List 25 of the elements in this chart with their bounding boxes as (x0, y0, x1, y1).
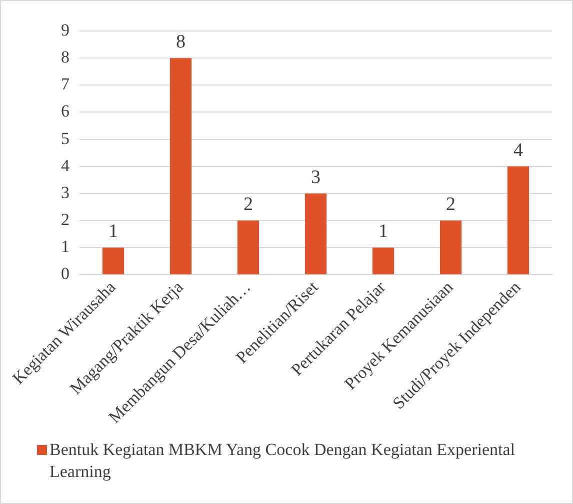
legend-label: Bentuk Kegiatan MBKM Yang Cocok Dengan Kegiatan Experiental Learning (50, 439, 516, 483)
data-label: 2 (244, 194, 253, 216)
data-label: 3 (311, 166, 320, 188)
y-tick-label: 1 (61, 237, 70, 256)
data-label: 8 (176, 32, 186, 53)
bar (237, 220, 260, 274)
y-tick-label: 9 (61, 20, 70, 40)
y-tick-label: 7 (61, 74, 70, 94)
y-tick-label: 8 (61, 48, 70, 67)
bar (372, 248, 394, 274)
y-tick-label: 6 (61, 102, 70, 121)
data-label: 4 (514, 140, 524, 161)
y-tick-label: 4 (61, 156, 70, 175)
data-label: 1 (378, 221, 388, 242)
data-label: 2 (446, 194, 456, 216)
bar (507, 166, 530, 274)
bar (170, 58, 192, 274)
y-tick-label: 0 (61, 264, 70, 284)
bar (440, 220, 462, 274)
bar (102, 248, 124, 274)
data-label: 1 (108, 221, 118, 242)
y-tick-label: 2 (61, 210, 70, 230)
y-tick-label: 3 (61, 182, 70, 202)
bar (304, 193, 327, 274)
y-tick-label: 5 (61, 128, 70, 148)
